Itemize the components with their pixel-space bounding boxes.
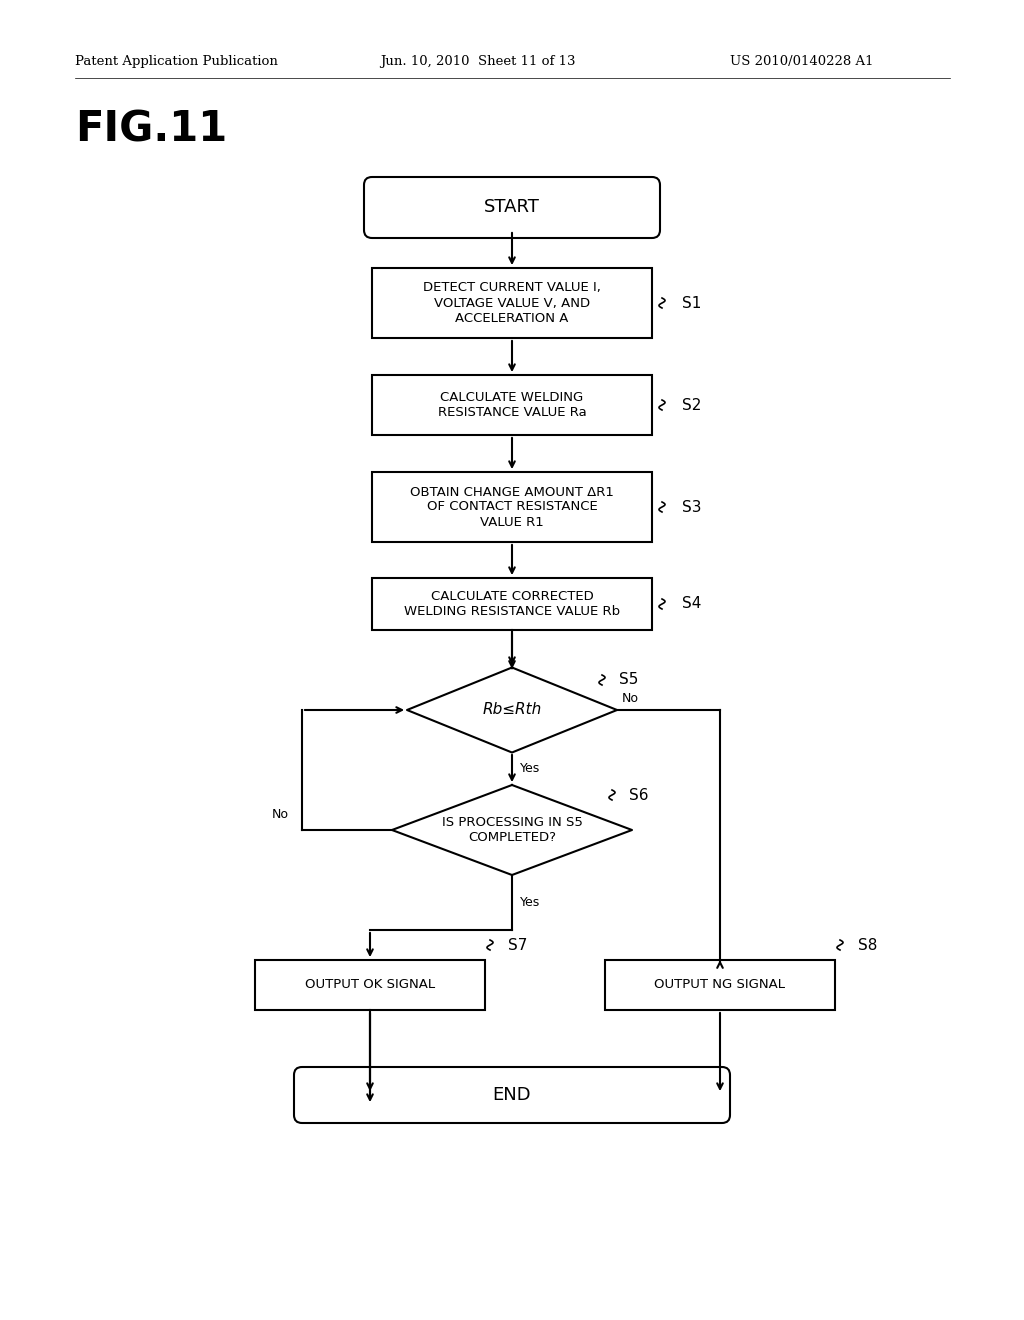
Text: S8: S8 — [858, 937, 878, 953]
Text: S2: S2 — [682, 397, 701, 412]
Text: CALCULATE WELDING
RESISTANCE VALUE Ra: CALCULATE WELDING RESISTANCE VALUE Ra — [437, 391, 587, 418]
FancyBboxPatch shape — [605, 960, 835, 1010]
Text: Patent Application Publication: Patent Application Publication — [75, 55, 278, 69]
Text: Yes: Yes — [520, 896, 541, 909]
Text: IS PROCESSING IN S5
COMPLETED?: IS PROCESSING IN S5 COMPLETED? — [441, 816, 583, 843]
Text: S6: S6 — [629, 788, 648, 803]
Polygon shape — [392, 785, 632, 875]
Text: S5: S5 — [618, 672, 638, 688]
Text: FIG.11: FIG.11 — [75, 110, 227, 150]
Text: Jun. 10, 2010  Sheet 11 of 13: Jun. 10, 2010 Sheet 11 of 13 — [380, 55, 575, 69]
Text: S3: S3 — [682, 499, 701, 515]
Text: US 2010/0140228 A1: US 2010/0140228 A1 — [730, 55, 873, 69]
FancyBboxPatch shape — [372, 375, 652, 436]
Text: OUTPUT NG SIGNAL: OUTPUT NG SIGNAL — [654, 978, 785, 991]
Text: OUTPUT OK SIGNAL: OUTPUT OK SIGNAL — [305, 978, 435, 991]
Text: Rb≤Rth: Rb≤Rth — [482, 702, 542, 718]
Text: END: END — [493, 1086, 531, 1104]
Text: START: START — [484, 198, 540, 216]
Text: No: No — [272, 808, 289, 821]
Text: S1: S1 — [682, 296, 701, 310]
Text: Yes: Yes — [520, 762, 541, 775]
FancyBboxPatch shape — [372, 473, 652, 543]
FancyBboxPatch shape — [372, 268, 652, 338]
Text: DETECT CURRENT VALUE I,
VOLTAGE VALUE V, AND
ACCELERATION A: DETECT CURRENT VALUE I, VOLTAGE VALUE V,… — [423, 281, 601, 325]
FancyBboxPatch shape — [364, 177, 660, 238]
Text: S4: S4 — [682, 597, 701, 611]
FancyBboxPatch shape — [255, 960, 485, 1010]
Text: CALCULATE CORRECTED
WELDING RESISTANCE VALUE Rb: CALCULATE CORRECTED WELDING RESISTANCE V… — [403, 590, 621, 618]
FancyBboxPatch shape — [294, 1067, 730, 1123]
FancyBboxPatch shape — [372, 578, 652, 630]
Polygon shape — [407, 668, 617, 752]
Text: S7: S7 — [508, 937, 527, 953]
Text: OBTAIN CHANGE AMOUNT ΔR1
OF CONTACT RESISTANCE
VALUE R1: OBTAIN CHANGE AMOUNT ΔR1 OF CONTACT RESI… — [410, 486, 614, 528]
Text: No: No — [622, 692, 639, 705]
